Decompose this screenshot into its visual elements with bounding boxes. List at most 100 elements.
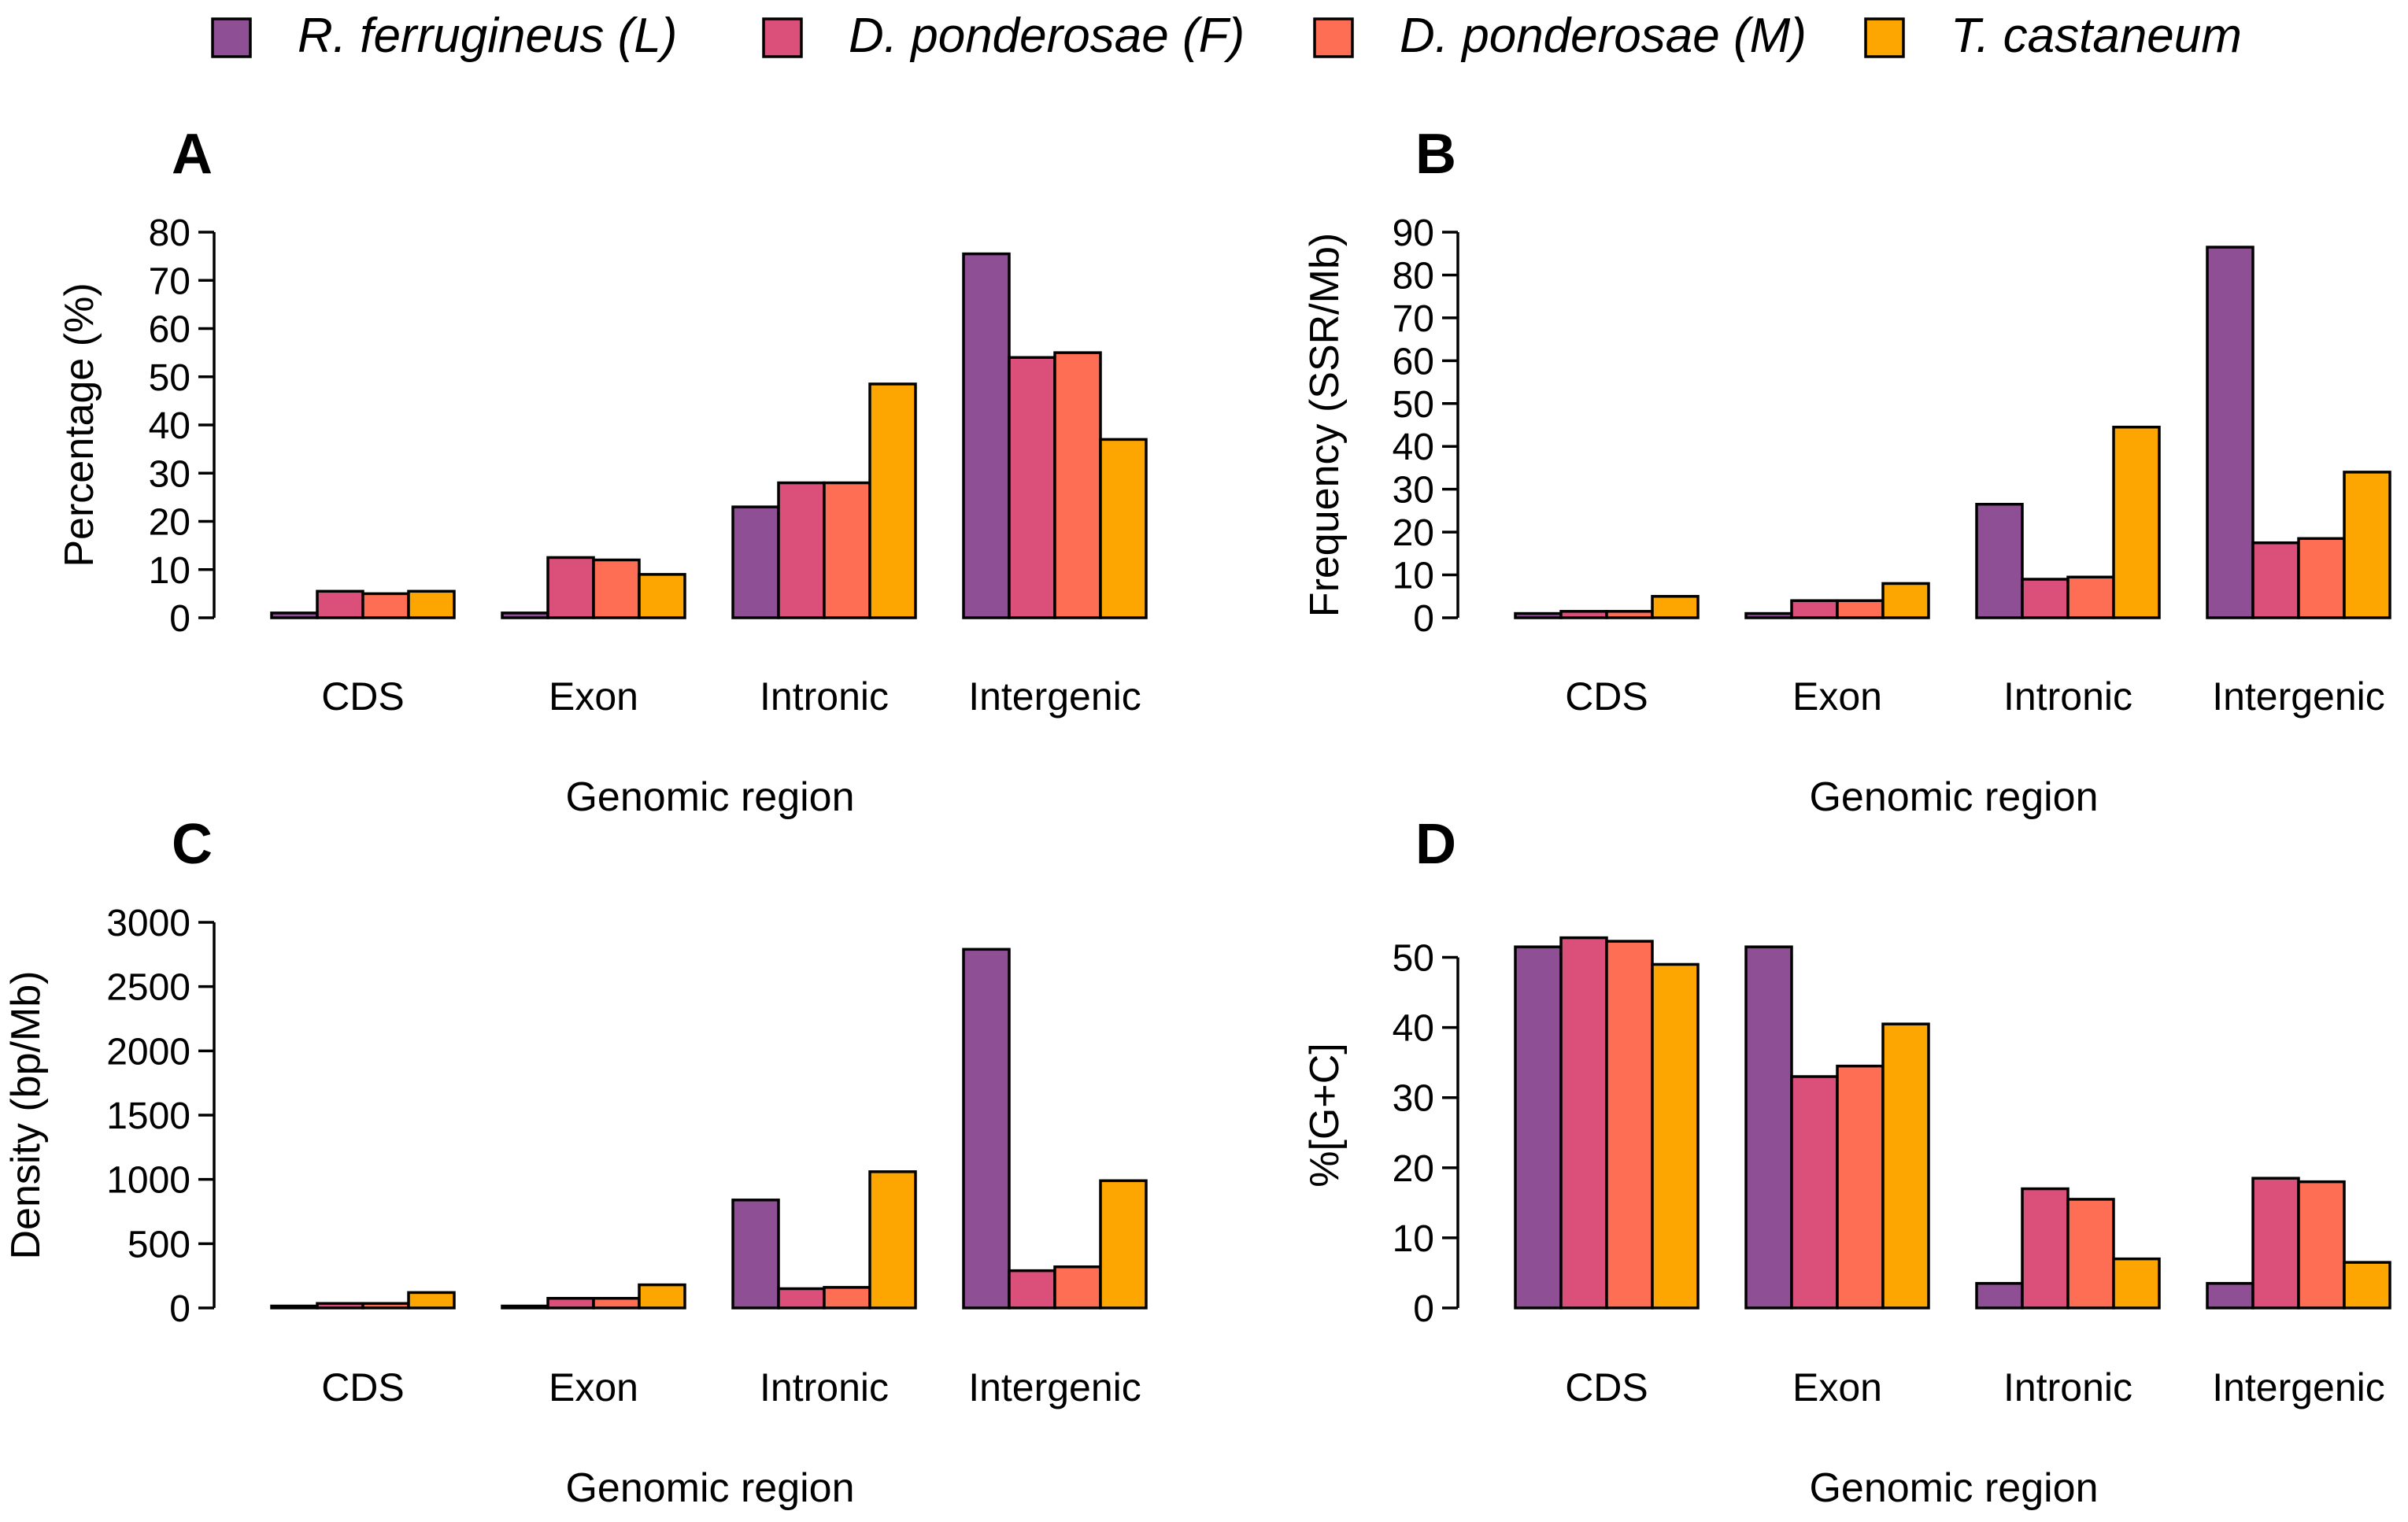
bar-intergenic-d-ponderosae-f (2251, 541, 2300, 619)
y-tick-label: 20 (149, 502, 190, 544)
bar-exon-d-ponderosae-m (592, 1297, 641, 1310)
bar-intergenic-d-ponderosae-f (1008, 1269, 1056, 1310)
bar-intronic-d-ponderosae-m (2066, 1198, 2115, 1310)
legend-label: D. ponderosae (M) (1400, 9, 1807, 63)
y-tick-label: 1000 (106, 1160, 190, 1202)
bar-intergenic-d-ponderosae-m (2297, 1180, 2346, 1310)
bar-intergenic-t-castaneum (2343, 1261, 2391, 1310)
bar-intronic-d-ponderosae-f (777, 481, 826, 619)
x-category-label: Intergenic (968, 1365, 1141, 1409)
bar-exon-r-ferrugineus-l (501, 611, 549, 619)
y-tick-label: 40 (1393, 1008, 1434, 1050)
bar-intergenic-r-ferrugineus-l (962, 948, 1011, 1310)
panel-c: C 0 500 1000 1500 2000 2500 3000 CDS Exon Intronic… (3, 813, 1148, 1511)
bar-exon-t-castaneum (1881, 582, 1930, 619)
bar-exon-d-ponderosae-f (546, 556, 595, 619)
y-tick-label: 80 (149, 212, 190, 254)
x-category-label: Intergenic (968, 674, 1141, 719)
bar-exon-d-ponderosae-f (546, 1297, 595, 1310)
legend-label: R. ferrugineus (L) (298, 9, 677, 63)
x-category-label: Exon (1792, 1365, 1882, 1409)
y-tick-label: 2000 (106, 1031, 190, 1073)
bar-cds-d-ponderosae-f (316, 589, 364, 619)
legend-swatch (1313, 17, 1354, 58)
legend-label: D. ponderosae (F) (849, 9, 1245, 63)
bar-intronic-d-ponderosae-f (2021, 1187, 2070, 1310)
y-tick-label: 60 (149, 309, 190, 351)
x-category-label: CDS (321, 1365, 405, 1409)
bar-cds-r-ferrugineus-l (1514, 611, 1563, 619)
y-axis-title: Percentage (%) (57, 283, 102, 567)
bar-exon-d-ponderosae-m (592, 558, 641, 619)
bar-intergenic-r-ferrugineus-l (2206, 1282, 2254, 1310)
y-axis-title: Density (bp/Mb) (3, 971, 49, 1260)
bar-intronic-r-ferrugineus-l (1975, 502, 2024, 619)
x-category-label: Intergenic (2212, 1365, 2385, 1409)
bar-exon-r-ferrugineus-l (501, 1304, 549, 1310)
y-tick-label: 3000 (106, 903, 190, 944)
x-category-label: CDS (321, 674, 405, 719)
bar-exon-t-castaneum (1881, 1022, 1930, 1310)
y-tick-label: 0 (169, 598, 190, 640)
bar-cds-d-ponderosae-f (316, 1302, 364, 1310)
bar-intergenic-t-castaneum (1099, 1179, 1148, 1310)
x-axis-title: Genomic region (1809, 774, 2098, 820)
y-tick-label: 10 (1393, 1218, 1434, 1260)
bar-intronic-t-castaneum (868, 1170, 917, 1310)
bar-exon-d-ponderosae-f (1790, 1075, 1839, 1310)
bar-intergenic-d-ponderosae-f (1008, 356, 1056, 619)
legend-label: T. castaneum (1951, 9, 2242, 63)
y-tick-label: 40 (149, 405, 190, 447)
bar-intronic-t-castaneum (2112, 425, 2161, 619)
bar-intergenic-d-ponderosae-m (1053, 1265, 1102, 1310)
y-tick-label: 30 (149, 453, 190, 495)
legend-item-r-ferrugineus-l: R. ferrugineus (L) (211, 9, 677, 63)
x-category-label: Intergenic (2212, 674, 2385, 719)
chart-panels: A 0 10 20 30 40 50 60 70 80 CDS Exon Intronic Interge… (3, 123, 2391, 1511)
bar-intronic-d-ponderosae-m (823, 1286, 871, 1310)
bar-cds-d-ponderosae-f (1559, 610, 1608, 619)
y-tick-label: 20 (1393, 1148, 1434, 1190)
bar-cds-d-ponderosae-m (1605, 610, 1654, 619)
x-category-label: Exon (549, 1365, 638, 1409)
bar-intronic-r-ferrugineus-l (1975, 1282, 2024, 1310)
panel-letter: D (1415, 813, 1456, 876)
y-axis-title: Frequency (SSR/Mb) (1302, 233, 1348, 617)
bar-exon-d-ponderosae-f (1790, 599, 1839, 619)
legend-item-t-castaneum: T. castaneum (1864, 9, 2242, 63)
bar-intronic-d-ponderosae-f (2021, 578, 2070, 619)
bar-intergenic-r-ferrugineus-l (2206, 246, 2254, 619)
y-tick-label: 500 (128, 1224, 190, 1265)
y-tick-label: 70 (1393, 298, 1434, 340)
bar-exon-d-ponderosae-m (1836, 599, 1885, 619)
bar-intronic-t-castaneum (2112, 1257, 2161, 1310)
y-tick-label: 10 (1393, 556, 1434, 597)
bar-exon-r-ferrugineus-l (1744, 945, 1793, 1310)
bar-cds-d-ponderosae-m (361, 1302, 410, 1310)
panel-letter: A (172, 123, 213, 186)
legend-item-d-ponderosae-m: D. ponderosae (M) (1313, 9, 1807, 63)
y-tick-label: 50 (149, 357, 190, 399)
legend-swatch (211, 17, 252, 58)
y-tick-label: 1500 (106, 1095, 190, 1137)
y-tick-label: 30 (1393, 470, 1434, 512)
x-axis-title: Genomic region (1809, 1465, 2098, 1511)
panel-letter: C (172, 813, 213, 876)
x-category-label: Intronic (2003, 674, 2132, 719)
x-axis-title: Genomic region (565, 1465, 854, 1511)
y-tick-label: 0 (1413, 1288, 1434, 1330)
bar-intergenic-d-ponderosae-m (1053, 351, 1102, 619)
legend-swatch (1864, 17, 1905, 58)
legend-swatch (762, 17, 803, 58)
bar-cds-d-ponderosae-m (361, 592, 410, 619)
bar-intronic-d-ponderosae-f (777, 1287, 826, 1310)
bar-cds-d-ponderosae-f (1559, 936, 1608, 1310)
x-axis-title: Genomic region (565, 774, 854, 820)
bar-exon-d-ponderosae-m (1836, 1064, 1885, 1310)
x-category-label: Exon (1792, 674, 1882, 719)
x-category-label: Intronic (2003, 1365, 2132, 1409)
bar-cds-r-ferrugineus-l (270, 611, 319, 619)
x-category-label: Intronic (760, 674, 889, 719)
x-category-label: Exon (549, 674, 638, 719)
